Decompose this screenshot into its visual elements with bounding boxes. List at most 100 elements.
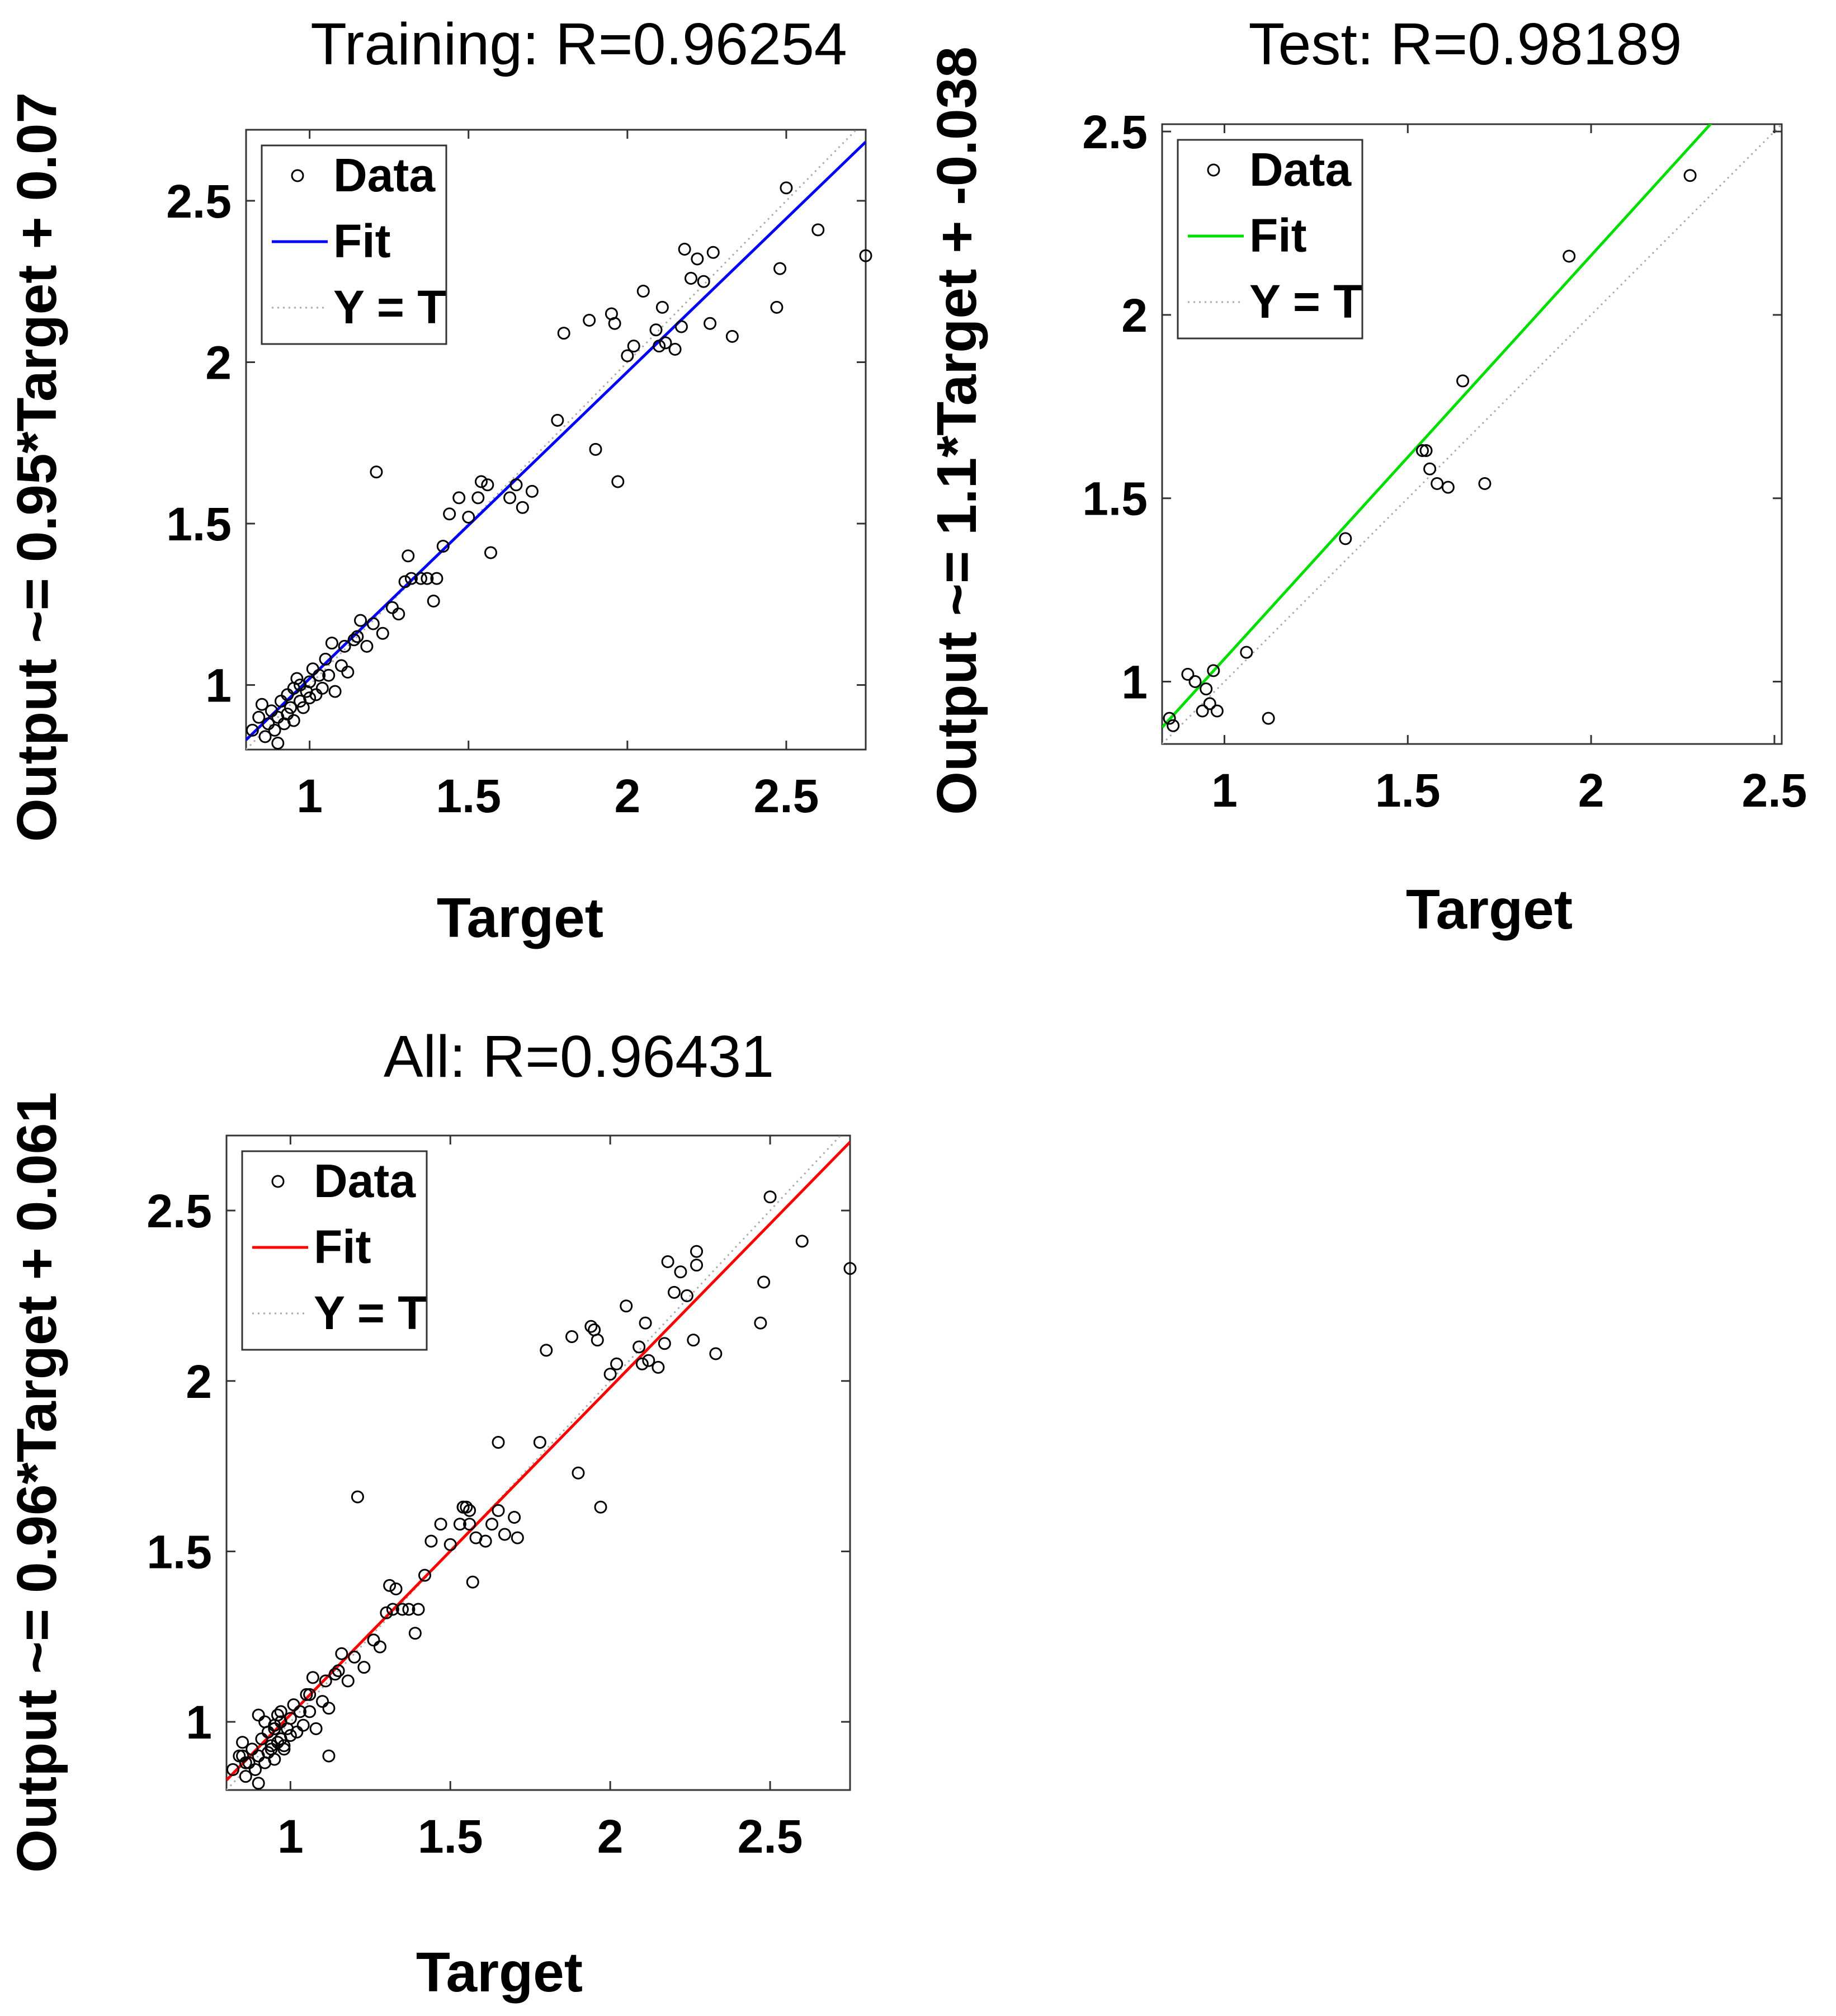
data-point [290, 1725, 304, 1739]
legend-label: Y = T [333, 281, 446, 333]
y-tick-label: 1.5 [147, 1525, 212, 1578]
data-point [608, 317, 621, 330]
legend-label: Fit [333, 215, 391, 267]
data-point [418, 1568, 432, 1582]
data-point [300, 1688, 313, 1701]
data-point [319, 652, 332, 666]
x-tick-label: 2.5 [754, 770, 819, 822]
data-point [443, 1538, 457, 1551]
data-point [1210, 704, 1224, 718]
data-point [287, 1698, 300, 1712]
data-point [236, 1736, 249, 1749]
data-point [485, 1518, 499, 1531]
legend-label: Fit [1249, 209, 1307, 262]
data-point [1240, 646, 1253, 659]
panel-title: All: R=0.96431 [384, 1024, 774, 1090]
x-tick-label: 1 [1211, 764, 1238, 817]
data-point [658, 1337, 671, 1350]
data-point [322, 668, 336, 682]
data-point [492, 1504, 505, 1517]
data-point [757, 1275, 771, 1289]
data-point [661, 1255, 674, 1268]
data-point [1441, 481, 1455, 494]
data-point [684, 271, 697, 285]
data-point [277, 1742, 291, 1756]
data-point [370, 465, 383, 479]
data-point [348, 1650, 361, 1664]
data-point [704, 317, 717, 330]
legend-label: Data [1249, 143, 1352, 196]
data-point [303, 1705, 317, 1718]
data-point [252, 1708, 265, 1722]
data-point [463, 1504, 476, 1517]
data-point [462, 511, 475, 524]
data-point [389, 1582, 403, 1595]
data-point [360, 639, 374, 653]
data-point [248, 1763, 262, 1776]
data-point [412, 1603, 425, 1616]
data-point [436, 539, 450, 553]
data-point [303, 675, 317, 689]
data-point [471, 491, 485, 505]
data-point [594, 1500, 607, 1514]
fit-line [1162, 124, 1712, 729]
data-point [367, 1633, 380, 1647]
data-point [463, 1518, 476, 1531]
legend: Data Fit Y = T [261, 144, 447, 345]
panel-title: Test: R=0.98189 [1249, 11, 1682, 77]
data-point [430, 572, 443, 585]
y-tick-label: 1.5 [166, 498, 232, 550]
y-tick-label: 2 [1121, 289, 1148, 342]
data-point [481, 478, 494, 492]
data-point [611, 475, 625, 488]
panel-training: Training: R=0.96254 Output ~= 0.95*Targe… [6, 11, 872, 949]
data-point [811, 223, 825, 237]
x-axis-label: Target [437, 887, 603, 949]
data-point [315, 681, 329, 695]
data-point [773, 262, 787, 275]
x-tick-label: 2 [1578, 764, 1604, 817]
data-point [668, 342, 682, 356]
data-point [325, 637, 338, 650]
data-point [328, 685, 342, 698]
data-point [453, 1518, 466, 1531]
data-point [338, 639, 351, 653]
legend-label: Data [314, 1155, 416, 1207]
data-point [474, 475, 488, 488]
x-axis-label: Target [1406, 878, 1573, 941]
data-point [1163, 712, 1176, 725]
data-point [639, 1316, 652, 1330]
identity-line [226, 1136, 841, 1790]
identity-line [1162, 124, 1782, 744]
data-point [1207, 664, 1220, 677]
data-point [287, 714, 300, 727]
y-axis-label: Output ~= 0.96*Target + 0.061 [6, 1092, 68, 1873]
data-point [1203, 697, 1216, 710]
data-point [754, 1316, 767, 1330]
data-point [252, 1777, 265, 1790]
data-point [859, 249, 872, 262]
data-point [255, 698, 268, 711]
y-axis-label: Output ~= 1.1*Target + -0.038 [926, 46, 988, 815]
data-point [1200, 682, 1213, 696]
data-point [652, 1360, 665, 1374]
data-point [268, 723, 281, 737]
legend: Data Fit Y = T [1177, 139, 1363, 340]
data-point [296, 1718, 310, 1732]
data-point [341, 1674, 355, 1688]
data-point [242, 1756, 256, 1769]
data-point [366, 617, 380, 630]
data-point [1563, 249, 1576, 263]
data-point [533, 1435, 546, 1449]
data-point [1339, 532, 1352, 545]
data-point [635, 1357, 649, 1370]
data-point [621, 349, 634, 362]
data-point [655, 300, 669, 314]
data-point [434, 1518, 447, 1531]
legend-label: Data [333, 149, 436, 201]
data-point [303, 691, 317, 705]
data-point [1683, 169, 1697, 182]
legend-label: Y = T [314, 1287, 427, 1339]
data-point [633, 1340, 646, 1354]
